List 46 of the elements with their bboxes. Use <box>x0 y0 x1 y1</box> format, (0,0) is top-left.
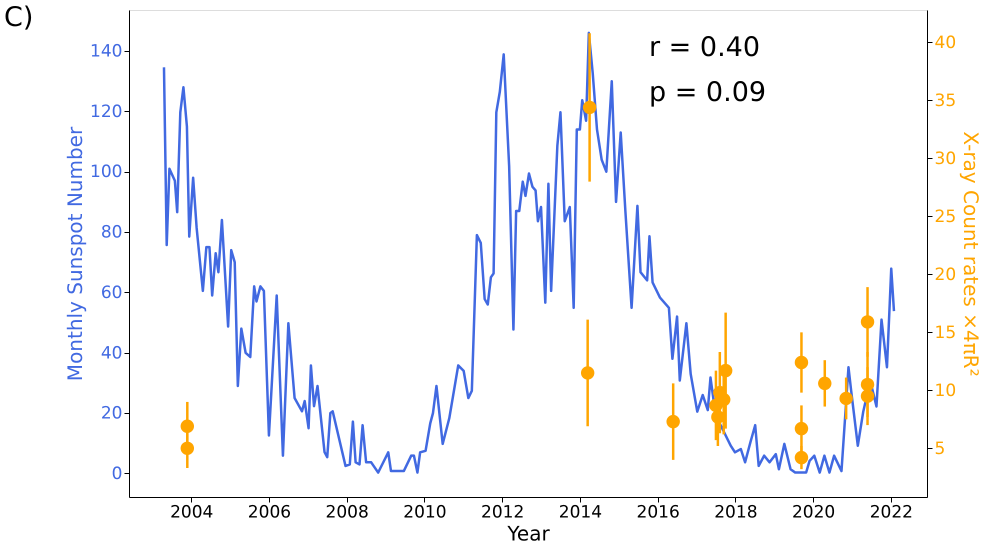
point <box>860 315 874 329</box>
line-series <box>162 32 896 474</box>
y2-tick-label: 10 <box>934 380 956 401</box>
annotation: p = 0.09 <box>649 77 766 108</box>
y2-tick-label: 20 <box>934 264 956 285</box>
point <box>839 392 853 406</box>
y2-tick-label: 25 <box>934 206 956 227</box>
x-tick-label: 2012 <box>481 502 524 522</box>
y-tick-label: 0 <box>112 464 122 484</box>
x-tick-label: 2020 <box>792 502 836 522</box>
y2-tick-label: 35 <box>934 90 956 111</box>
y-tick-label: 40 <box>100 343 122 364</box>
y2-tick-label: 30 <box>934 148 956 169</box>
point <box>794 450 808 464</box>
point <box>818 376 832 390</box>
x-tick-label: 2014 <box>558 502 602 522</box>
point <box>860 389 874 403</box>
point <box>794 356 808 370</box>
y2-axis-title: X-ray Count rates ×4πR² <box>959 131 984 377</box>
x-tick-label: 2022 <box>870 502 913 522</box>
y-tick-label: 80 <box>100 222 122 243</box>
x-tick-label: 2004 <box>170 502 214 522</box>
point <box>582 100 596 114</box>
point <box>860 378 874 392</box>
x-tick-label: 2008 <box>326 502 369 522</box>
y-tick-label: 120 <box>90 102 122 122</box>
annotation: r = 0.40 <box>649 32 760 63</box>
y-tick-label: 140 <box>90 42 122 62</box>
point <box>180 442 194 455</box>
y-tick-label: 100 <box>90 162 122 182</box>
y-tick-label: 20 <box>100 404 122 424</box>
point <box>180 420 194 433</box>
x-tick-label: 2018 <box>714 502 758 522</box>
x-tick-label: 2006 <box>248 502 292 522</box>
y2-tick-label: 15 <box>934 322 956 343</box>
x-tick-label: 2016 <box>636 502 680 522</box>
point <box>794 422 808 436</box>
y2-tick-label: 40 <box>934 32 956 53</box>
y2-tick-label: 5 <box>934 438 946 459</box>
x-tick-label: 2010 <box>403 502 447 522</box>
y-axis-title: Monthly Sunspot Number <box>63 126 88 382</box>
x-axis-title: Year <box>506 522 550 546</box>
text: C) <box>4 2 34 33</box>
y-tick-label: 60 <box>100 282 122 303</box>
point <box>666 414 680 428</box>
point <box>580 366 594 380</box>
